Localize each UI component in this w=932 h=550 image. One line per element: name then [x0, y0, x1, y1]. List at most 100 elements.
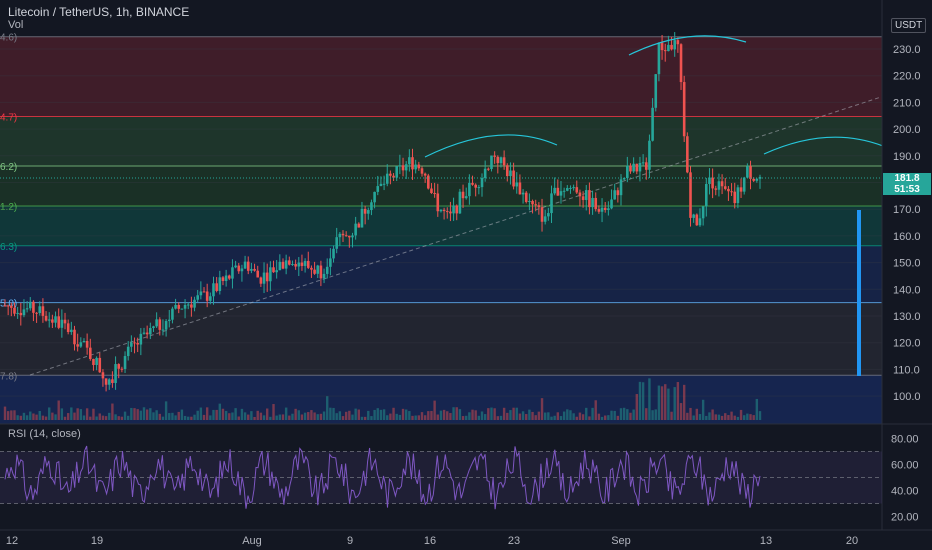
candle-body [107, 379, 111, 385]
volume-bar [114, 414, 117, 420]
volume-bar [714, 414, 717, 420]
price-tick: 120.0 [893, 338, 921, 350]
volume-bar [578, 412, 582, 420]
candle-body [284, 260, 288, 269]
candle-body [547, 213, 550, 217]
candle-body [654, 74, 658, 108]
volume-bar [733, 415, 736, 420]
volume-bar [468, 412, 471, 420]
candle-body [44, 315, 48, 321]
candle-body [445, 211, 449, 213]
volume-bar [332, 407, 335, 420]
volume-bar [44, 416, 48, 420]
volume-bar [127, 415, 130, 420]
candle-body [461, 191, 465, 199]
candle-body [540, 207, 544, 222]
volume-bar [670, 411, 673, 420]
volume-bar [3, 406, 7, 420]
volume-bar [183, 415, 187, 420]
price-tick: 200.0 [893, 124, 921, 136]
candle-body [689, 172, 692, 218]
candle-body [256, 270, 260, 278]
volume-bar [344, 411, 348, 420]
candle-body [603, 207, 607, 211]
rsi-pane: 80.00 60.00 40.00 20.00 [0, 433, 919, 524]
volume-bar [610, 410, 613, 420]
volume-bar [682, 384, 686, 420]
candle-body [294, 264, 297, 267]
candle-body [275, 270, 278, 273]
volume-bar [363, 416, 367, 420]
volume-bar [357, 409, 361, 420]
volume-bar [228, 413, 231, 420]
volume-bar [581, 414, 585, 420]
volume-bar [218, 403, 222, 420]
volume-bar [73, 412, 76, 420]
volume-bar [730, 411, 733, 420]
volume-bar [452, 407, 455, 420]
candle-body [152, 326, 155, 329]
candle-body [35, 312, 38, 314]
volume-bar [622, 407, 626, 420]
volume-bar [205, 407, 209, 420]
volume-bar [6, 411, 10, 420]
volume-bar [130, 407, 133, 420]
candle-body [417, 164, 421, 169]
candle-body [234, 265, 237, 268]
volume-bar [651, 410, 654, 420]
fib-label: 5.0) [0, 299, 17, 310]
volume-bar [657, 385, 661, 420]
candle-body [423, 173, 427, 176]
candle-body [133, 342, 136, 344]
candle-body [183, 305, 187, 309]
volume-bar [247, 414, 250, 420]
volume-bar [667, 388, 670, 420]
volume-bar [676, 382, 680, 420]
price-tick: 220.0 [893, 71, 921, 83]
volume-bar [300, 414, 304, 420]
price-tick: 160.0 [893, 231, 921, 243]
candle-body [521, 192, 525, 195]
right-shoulder-arc [763, 136, 884, 155]
candle-body [452, 205, 455, 214]
volume-bar [335, 413, 338, 420]
candle-body [727, 188, 730, 192]
candle-body [471, 182, 474, 185]
candle-body [19, 312, 23, 316]
candle-body [755, 178, 759, 181]
time-tick: 13 [760, 535, 772, 547]
candle-body [474, 184, 477, 188]
candle-body [455, 205, 459, 214]
candle-body [272, 267, 275, 273]
candle-body [641, 162, 645, 164]
candle-body [25, 308, 29, 310]
volume-bar [499, 415, 503, 420]
bar-countdown: 51:53 [894, 184, 920, 195]
rsi-label[interactable]: RSI (14, close) [8, 428, 81, 440]
time-tick: 23 [508, 535, 520, 547]
candle-body [622, 178, 626, 180]
volume-bar [569, 410, 572, 420]
candle-body [215, 283, 218, 291]
volume-bar [360, 416, 364, 420]
candle-body [613, 190, 616, 200]
volume-bar [89, 416, 92, 420]
volume-bar [294, 408, 297, 420]
symbol-title[interactable]: Litecoin / TetherUS, 1h, BINANCE [8, 5, 190, 19]
volume-bar [645, 408, 648, 420]
head-arc [628, 35, 747, 56]
volume-bar [326, 396, 329, 420]
candle-body [237, 265, 241, 272]
volume-bar [32, 413, 35, 420]
candle-body [566, 188, 569, 191]
time-tick: 20 [846, 535, 858, 547]
volume-bar [174, 415, 177, 420]
candle-body [142, 332, 146, 334]
candle-body [325, 266, 329, 274]
volume-bar [224, 410, 228, 420]
volume-bar [142, 407, 146, 420]
currency-label[interactable]: USDT [891, 18, 927, 33]
candle-body [376, 186, 380, 192]
volume-bar [632, 409, 635, 420]
